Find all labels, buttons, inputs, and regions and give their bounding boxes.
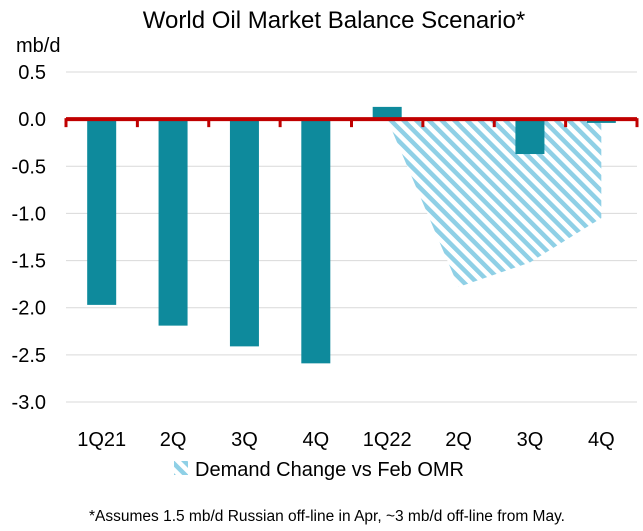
footnote: *Assumes 1.5 mb/d Russian off-line in Ap… [89,508,565,525]
y-tick-label: 0.5 [18,62,46,84]
y-tick-label: -2.0 [12,298,46,320]
bar [87,119,117,305]
category-labels: 1Q21 2Q 3Q 4Q 1Q22 2Q 3Q 4Q [77,429,614,451]
bar [515,119,545,155]
y-tick-label: 0.0 [18,109,46,131]
x-category-label: 2Q [445,429,472,451]
x-category-label: 1Q22 [363,429,412,451]
bar [229,119,259,347]
legend-label: Demand Change vs Feb OMR [195,459,464,481]
x-category-label: 2Q [160,429,187,451]
y-tick-label: -3.0 [12,392,46,414]
zero-line-layer [64,117,639,128]
y-tick-label: -2.5 [12,345,46,367]
x-category-label: 3Q [231,429,258,451]
legend: Demand Change vs Feb OMR [174,459,464,481]
chart-title: World Oil Market Balance Scenario* [143,7,525,34]
y-axis-ticks: 0.5 0.0 -0.5 -1.0 -1.5 -2.0 -2.5 -3.0 [12,62,46,414]
bars [87,106,616,364]
y-axis-unit-label: mb/d [16,35,60,57]
y-tick-label: -1.0 [12,203,46,225]
x-category-label: 4Q [302,429,329,451]
x-category-label: 3Q [517,429,544,451]
x-category-label: 1Q21 [77,429,126,451]
legend-swatch [174,461,188,475]
bar [372,106,402,120]
y-tick-label: -0.5 [12,156,46,178]
demand-change-area-layer [387,119,602,287]
x-category-label: 4Q [588,429,615,451]
y-tick-label: -1.5 [12,251,46,273]
bar [301,119,331,364]
demand-change-area [387,119,602,287]
bar [158,119,188,326]
